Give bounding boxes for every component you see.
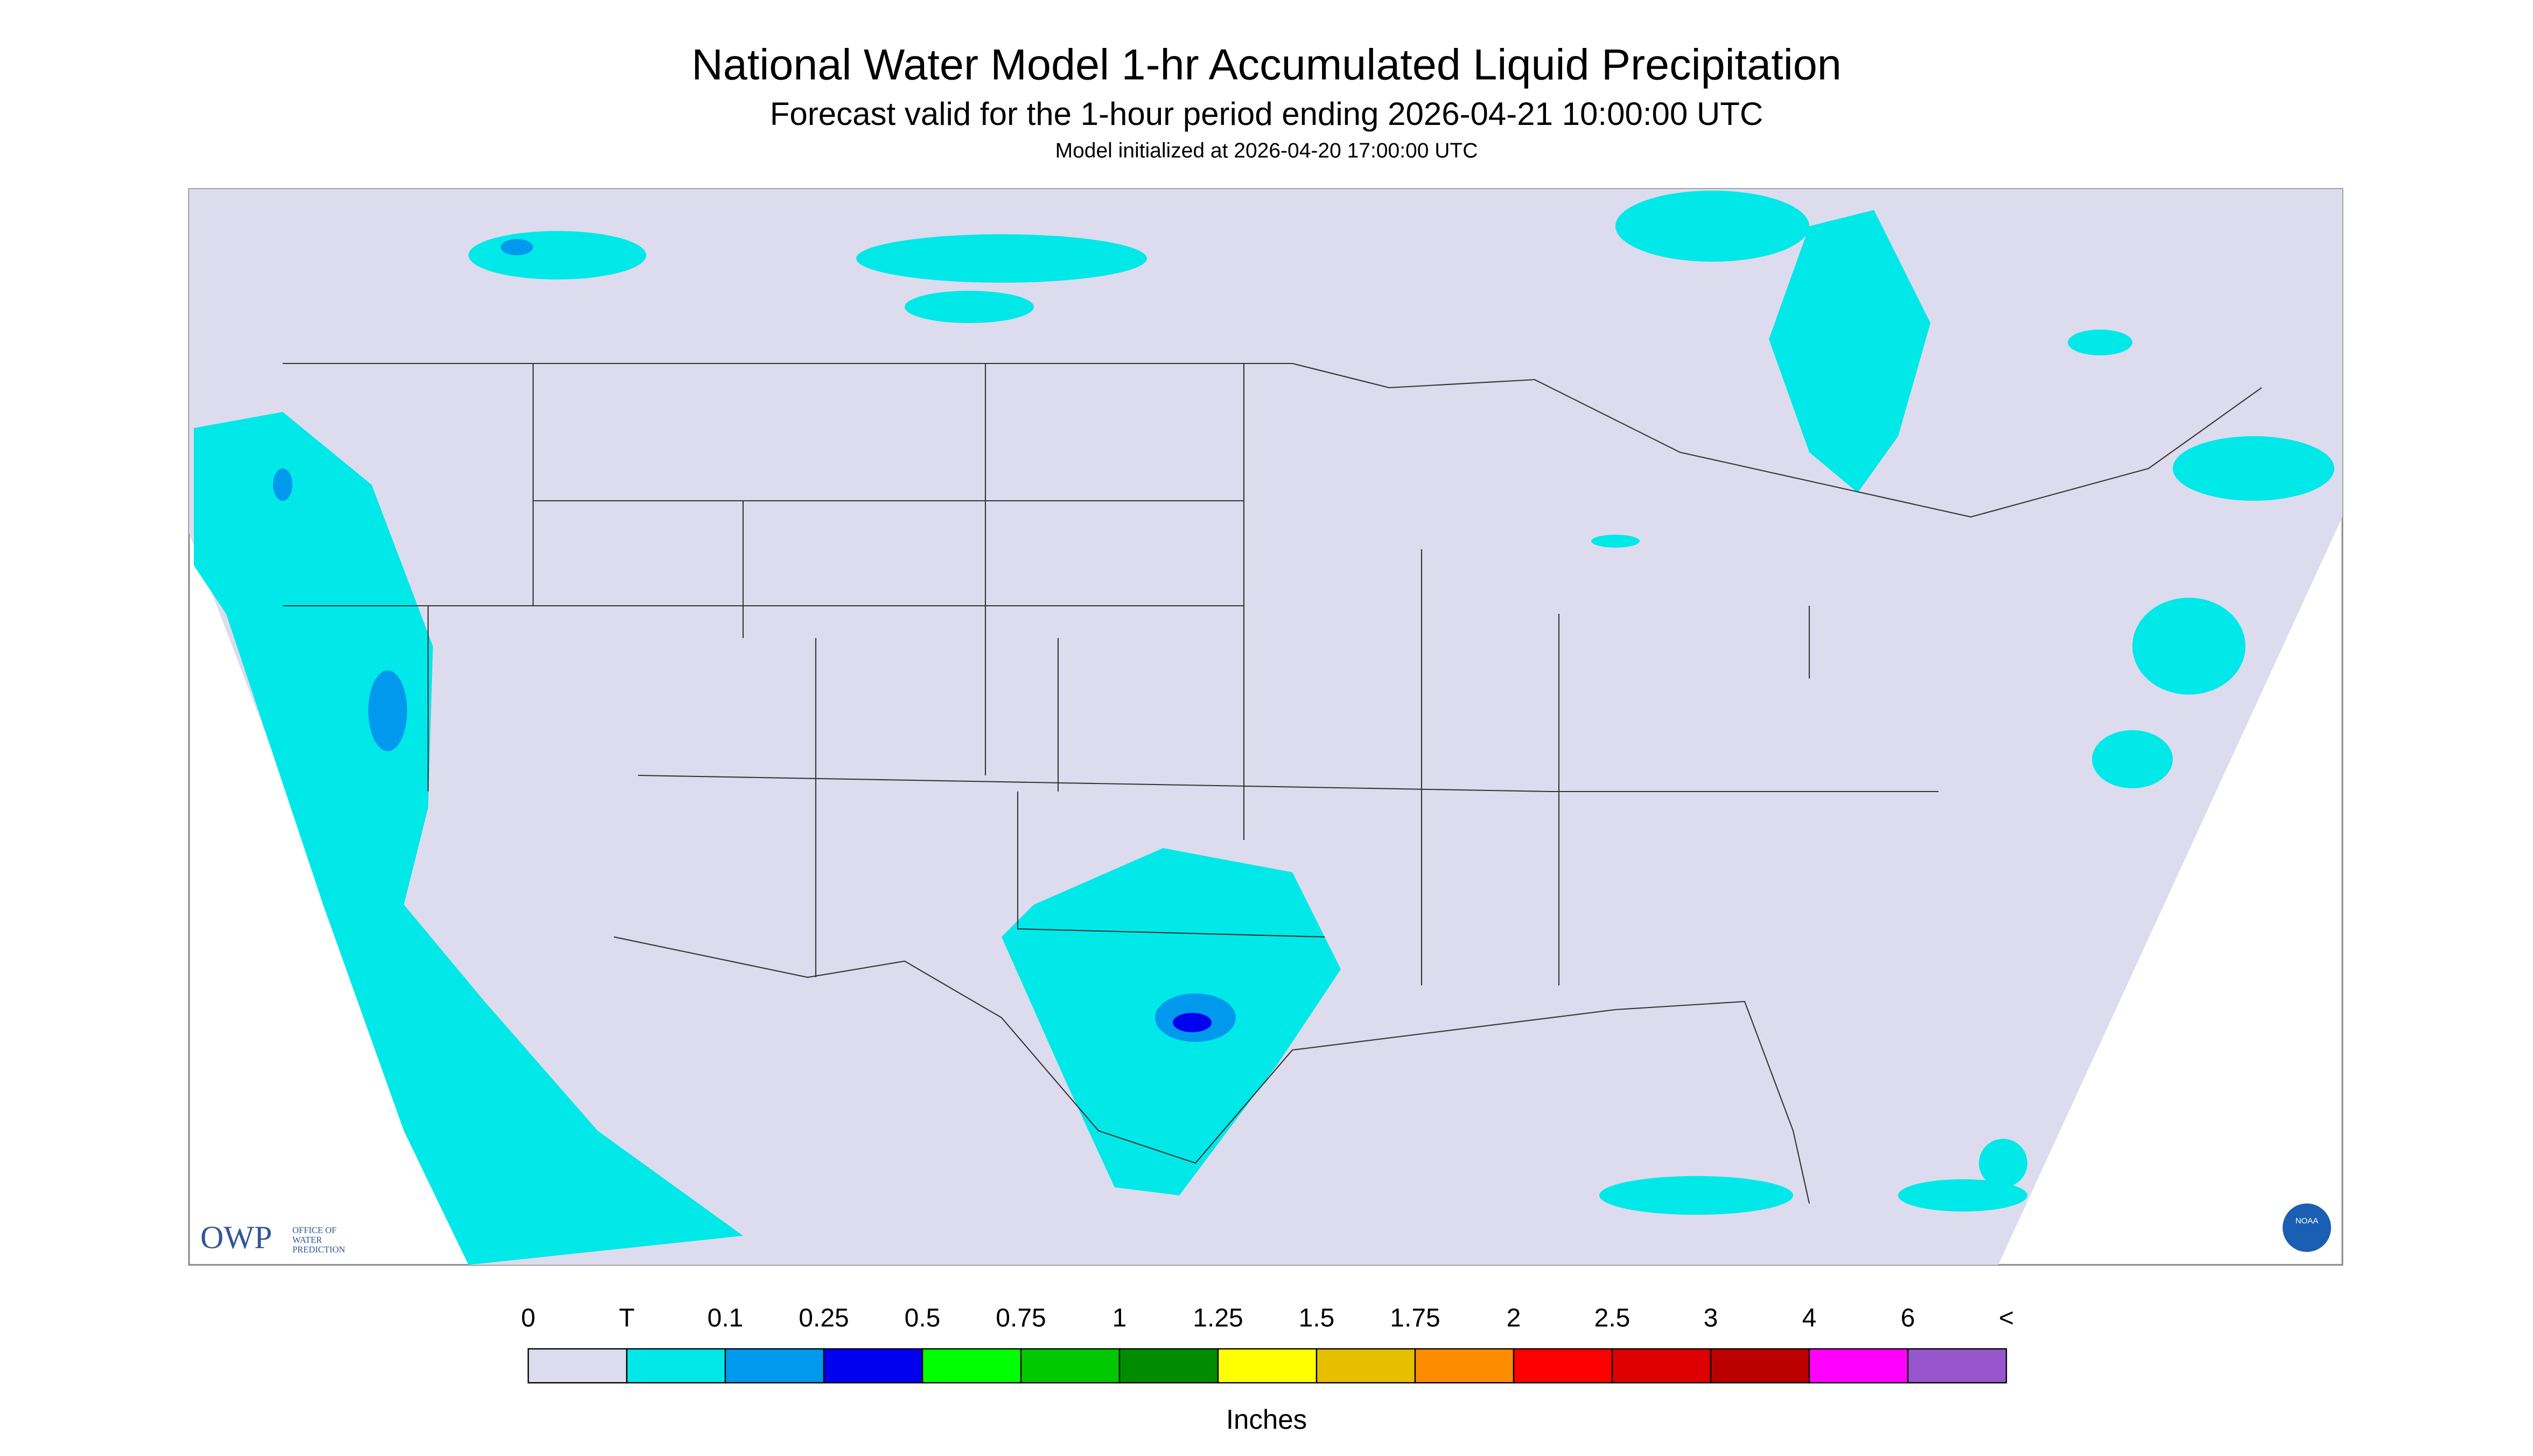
logo-line1: OFFICE OF xyxy=(292,1225,337,1235)
legend-label: 0.1 xyxy=(708,1304,744,1333)
legend-swatch xyxy=(1020,1348,1121,1384)
legend-label: 0 xyxy=(521,1304,536,1333)
legend-swatch xyxy=(1414,1348,1515,1384)
subtitle: Forecast valid for the 1-hour period end… xyxy=(770,96,1763,132)
legend-label: 6 xyxy=(1901,1304,1915,1333)
legend-swatch xyxy=(724,1348,825,1384)
map: OWP OFFICE OF WATER PREDICTION NOAA xyxy=(188,188,2343,1266)
title: National Water Model 1-hr Accumulated Li… xyxy=(691,40,1842,89)
legend-swatch xyxy=(1118,1348,1219,1384)
legend-swatch xyxy=(1513,1348,1613,1384)
logo-acronym: OWP xyxy=(200,1220,272,1255)
legend-label: 3 xyxy=(1704,1304,1718,1333)
legend-label: 1.75 xyxy=(1390,1304,1440,1333)
legend-label: 4 xyxy=(1802,1304,1817,1333)
legend-label: 1.25 xyxy=(1193,1304,1243,1333)
legend-swatch xyxy=(1907,1348,2007,1384)
legend-swatch xyxy=(1217,1348,1318,1384)
legend-swatch xyxy=(1808,1348,1909,1384)
legend-swatch xyxy=(921,1348,1022,1384)
legend-swatch xyxy=(626,1348,726,1384)
legend-swatch xyxy=(823,1348,923,1384)
legend-label: 0.25 xyxy=(799,1304,849,1333)
borders xyxy=(283,362,2262,1204)
legend-label: 1 xyxy=(1112,1304,1127,1333)
init-note: Model initialized at 2026-04-20 17:00:00… xyxy=(1055,139,1478,162)
logo-line3: PREDICTION xyxy=(292,1244,345,1255)
legend-units: Inches xyxy=(1226,1404,1307,1434)
legend-label: 0.5 xyxy=(905,1304,941,1333)
logo-line2: WATER xyxy=(292,1235,322,1245)
noaa-text: NOAA xyxy=(2296,1216,2319,1226)
legend-label: T xyxy=(619,1304,634,1333)
legend-label: 2 xyxy=(1507,1304,1521,1333)
legend-swatch xyxy=(527,1348,628,1384)
legend: 0 T 0.1 0.25 0.5 0.75 1 1.25 1.5 1.75 2 2.5 3 4 6 < xyxy=(521,1304,2014,1384)
legend-swatch xyxy=(1710,1348,1810,1384)
legend-label: 2.5 xyxy=(1594,1304,1631,1333)
noaa-logo xyxy=(2283,1203,2331,1252)
legend-label: 0.75 xyxy=(996,1304,1046,1333)
legend-swatch xyxy=(1611,1348,1712,1384)
legend-swatch xyxy=(1316,1348,1416,1384)
precip-dark xyxy=(1173,1013,1212,1033)
legend-label: < xyxy=(1999,1304,2014,1333)
legend-label: 1.5 xyxy=(1299,1304,1335,1333)
model-domain xyxy=(189,189,2342,1265)
